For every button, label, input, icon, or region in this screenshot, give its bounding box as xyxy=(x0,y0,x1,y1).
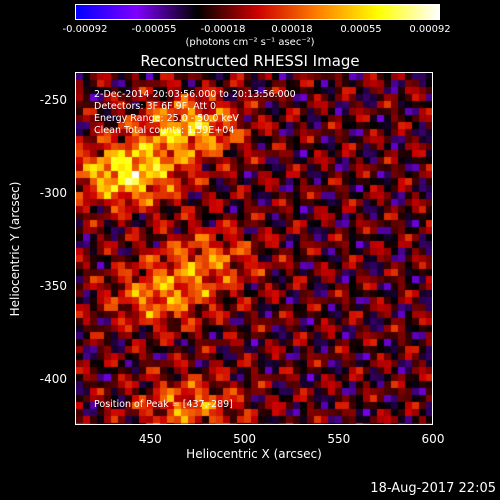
heatmap-image xyxy=(76,73,432,424)
y-axis-label: Heliocentric Y (arcsec) xyxy=(8,181,22,317)
colorbar-tick-label: -0.00055 xyxy=(131,24,177,35)
annotation-time-range: 2-Dec-2014 20:03:56.000 to 20:13:56.000 xyxy=(94,89,296,100)
colorbar-tick-label: 0.00055 xyxy=(340,24,382,35)
x-tick-label: 500 xyxy=(233,432,257,446)
annotation-peak: Position of Peak = [437,-289] xyxy=(94,399,233,410)
annotation-method: Clean Total counts: 1.59E+04 xyxy=(94,125,235,136)
y-tick-label: -300 xyxy=(39,185,67,200)
x-tick-label: 450 xyxy=(138,432,162,446)
colorbar-tick-label: -0.00018 xyxy=(200,24,246,35)
y-tick-label: -250 xyxy=(39,92,67,107)
x-tick-label: 550 xyxy=(327,432,351,446)
colorbar-label: (photons cm⁻² s⁻¹ asec⁻²) xyxy=(185,37,315,48)
timestamp: 18-Aug-2017 22:05 xyxy=(370,481,496,496)
y-tick-label: -350 xyxy=(39,278,67,293)
plot-area: 2-Dec-2014 20:03:56.000 to 20:13:56.000 … xyxy=(75,72,433,425)
colorbar-tick-label: -0.00092 xyxy=(62,24,108,35)
colorbar xyxy=(75,4,440,20)
y-tick-label: -400 xyxy=(39,371,67,386)
annotation-energy: Energy Range: 25.0 - 50.0 keV xyxy=(94,113,239,124)
colorbar-tick-label: 0.00092 xyxy=(409,24,451,35)
x-tick-label: 600 xyxy=(421,432,445,446)
x-axis-label: Heliocentric X (arcsec) xyxy=(186,447,322,461)
chart-title: Reconstructed RHESSI Image xyxy=(140,52,360,70)
colorbar-tick-label: 0.00018 xyxy=(271,24,313,35)
annotation-detectors: Detectors: 3F 6F 9F, Att 0 xyxy=(94,101,217,112)
